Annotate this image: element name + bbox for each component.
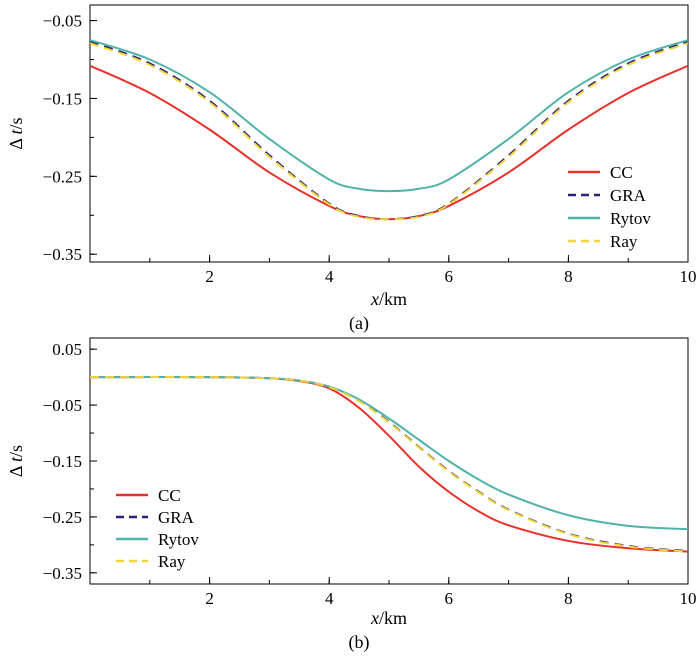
x-tick-label: 2	[205, 589, 214, 608]
x-axis-title: x/km	[370, 289, 407, 309]
legend-label-gra: GRA	[610, 186, 647, 205]
legend-label-rytov: Rytov	[158, 530, 199, 549]
series-line-ray	[90, 42, 688, 221]
x-axis-title-unit: /km	[379, 608, 407, 628]
x-axis-title-var: x	[370, 289, 379, 309]
legend-label-rytov: Rytov	[610, 209, 651, 228]
y-axis-title-var: t	[6, 128, 26, 134]
legend-label-ray: Ray	[158, 552, 186, 571]
legend-label-gra: GRA	[158, 508, 195, 527]
x-tick-label: 10	[680, 267, 697, 286]
x-axis-title: x/km	[370, 608, 407, 628]
series-line-ray	[90, 376, 688, 553]
x-tick-label: 4	[325, 267, 334, 286]
x-tick-label: 8	[564, 589, 573, 608]
series-line-gra	[90, 40, 688, 221]
legend-label-cc: CC	[158, 486, 181, 505]
panel-caption: (b)	[349, 632, 370, 653]
x-tick-label: 6	[445, 589, 454, 608]
chart-panel-b: 0.05 −0.05 −0.15 −0.25 −0.35 2 4 6 8 10 x/km Δ t/s C…	[6, 337, 697, 653]
x-tick-label: 10	[680, 589, 697, 608]
x-tick-label: 8	[564, 267, 573, 286]
series-group	[90, 376, 688, 553]
y-tick-label: −0.25	[43, 167, 82, 186]
legend-label-cc: CC	[610, 163, 633, 182]
y-axis-title-prefix: Δ	[6, 134, 26, 149]
legend: CC GRA Rytov Ray	[568, 163, 651, 251]
y-axis-title-unit: /s	[6, 445, 26, 457]
y-tick-label: −0.25	[43, 508, 82, 527]
y-tick-label: −0.05	[43, 396, 82, 415]
x-tick-label: 2	[205, 267, 214, 286]
x-tick-label: 6	[445, 267, 454, 286]
y-axis-title-prefix: Δ	[6, 462, 26, 477]
x-axis-title-unit: /km	[379, 289, 407, 309]
legend-label-ray: Ray	[610, 232, 638, 251]
plot-frame	[89, 4, 689, 263]
x-tick-label: 4	[325, 589, 334, 608]
legend: CC GRA Rytov Ray	[116, 486, 199, 571]
y-tick-label: −0.05	[43, 12, 82, 31]
y-tick-label: −0.15	[43, 452, 82, 471]
series-line-rytov	[90, 376, 688, 531]
y-tick-label: −0.35	[43, 245, 82, 264]
panel-caption: (a)	[349, 313, 369, 334]
y-axis-title: Δ t/s	[6, 445, 26, 477]
x-axis-title-var: x	[370, 608, 379, 628]
y-axis-title-unit: /s	[6, 117, 26, 129]
chart-panel-a: −0.05 −0.15 −0.25 −0.35 2 4 6 8 10 x/km Δ t/s CC GRA…	[6, 4, 697, 334]
series-line-cc	[90, 64, 688, 221]
y-tick-label: −0.15	[43, 89, 82, 108]
y-tick-label: −0.35	[43, 564, 82, 583]
series-group	[90, 39, 688, 221]
y-axis-title-var: t	[6, 456, 26, 462]
series-line-rytov	[90, 39, 688, 193]
y-tick-label: 0.05	[52, 340, 82, 359]
y-axis-title: Δ t/s	[6, 117, 26, 149]
